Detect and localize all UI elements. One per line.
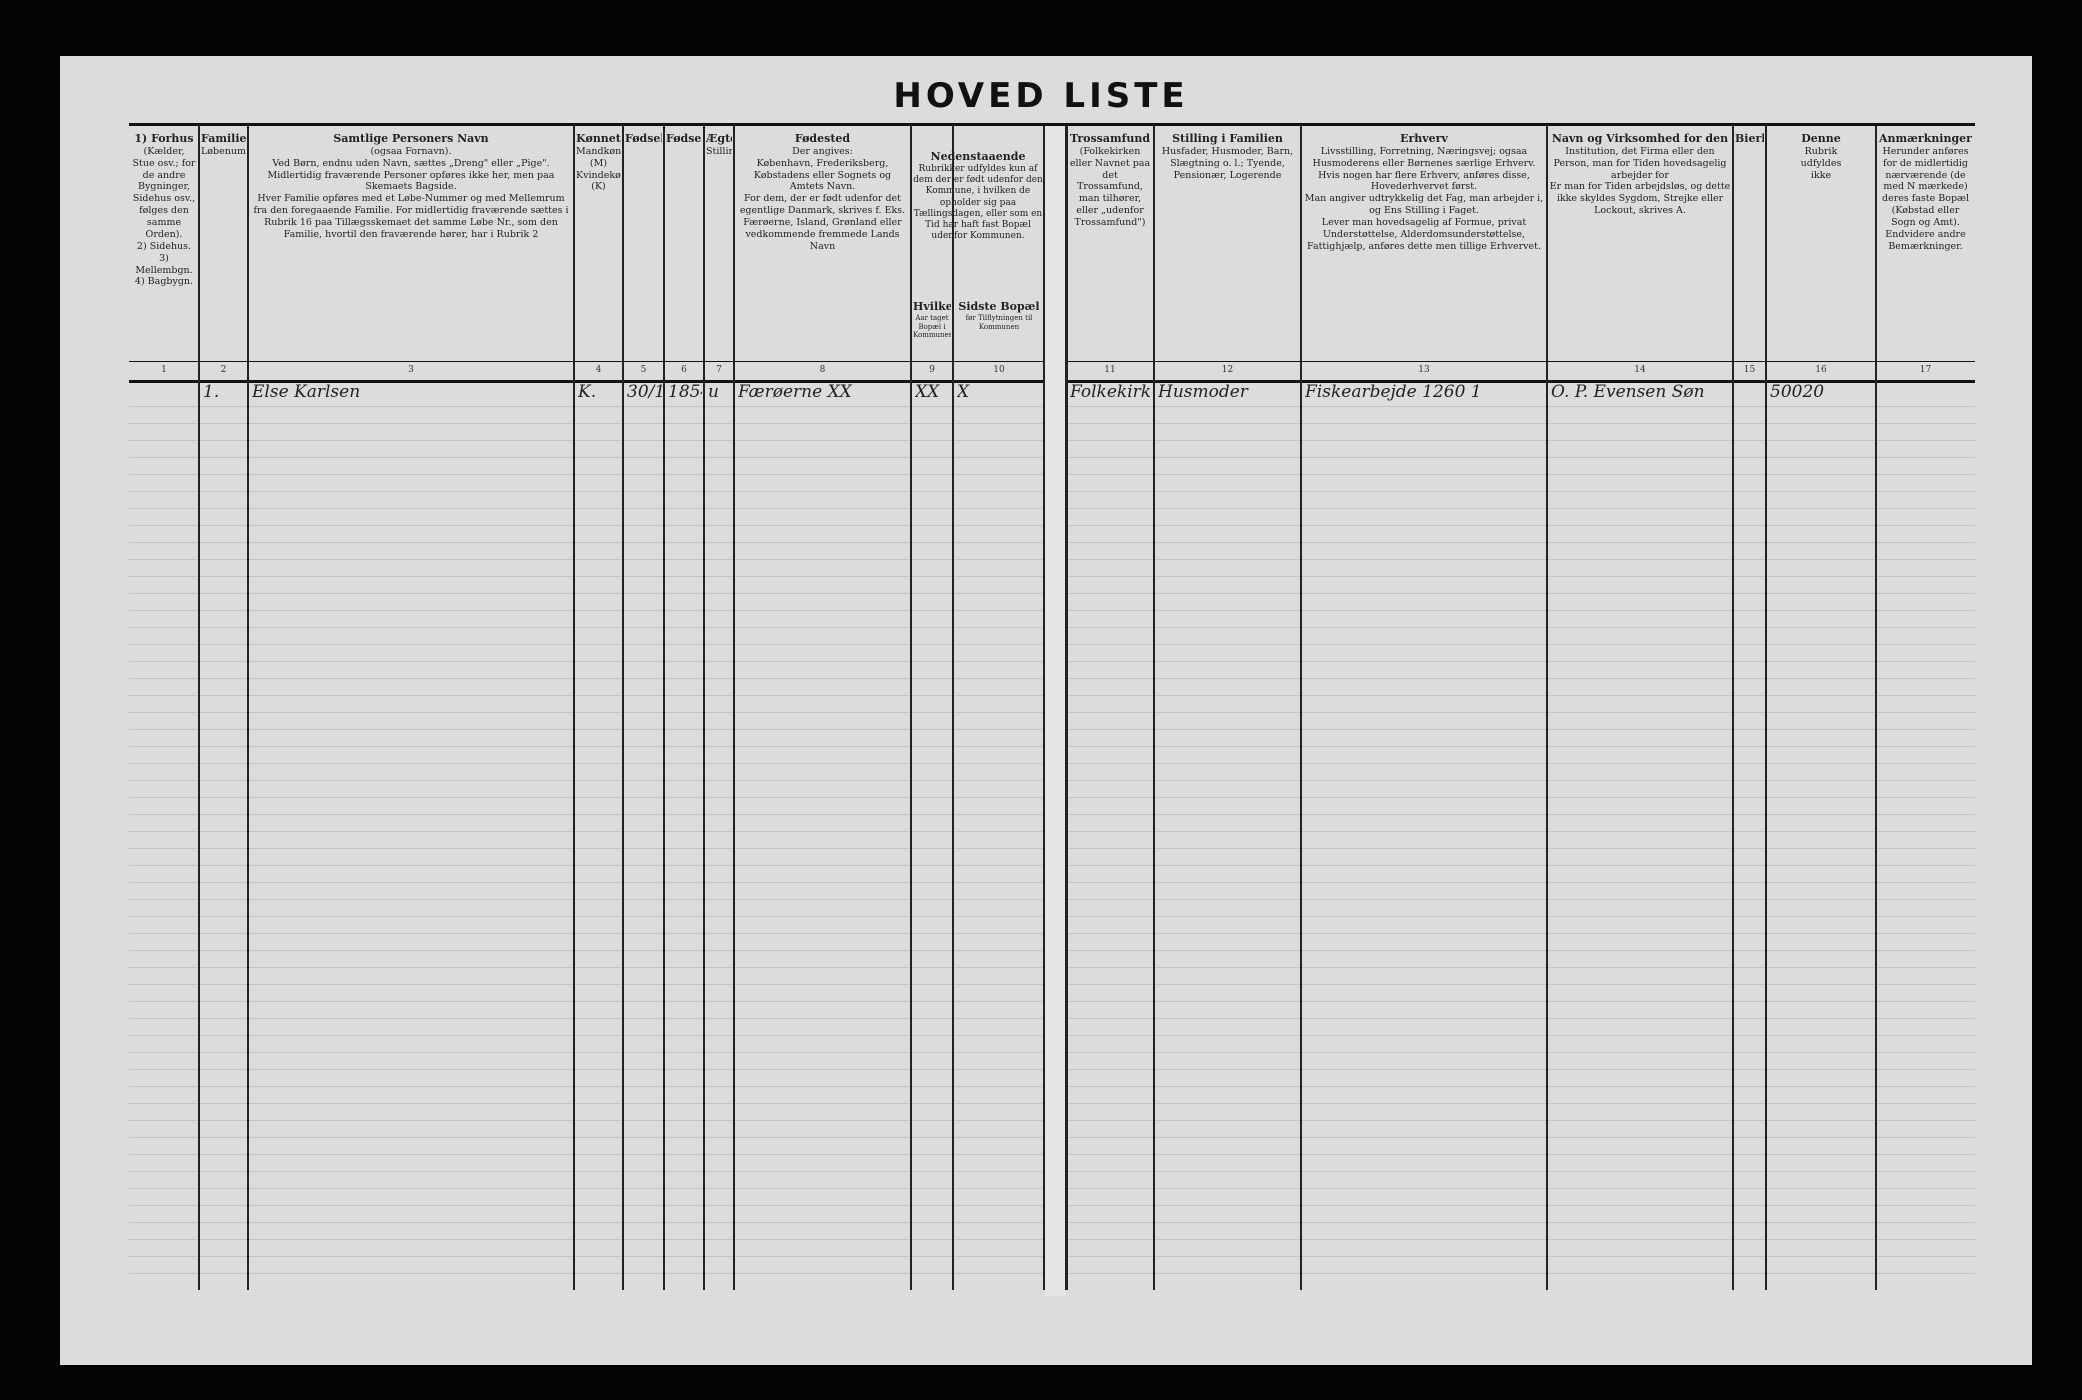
column-number: 13 xyxy=(1418,365,1430,375)
entry: O. P. Evensen Søn xyxy=(1551,382,1705,402)
column-number: 15 xyxy=(1743,365,1756,375)
column-number: 17 xyxy=(1919,365,1932,375)
column-line xyxy=(1765,126,1767,1290)
column-header: Trossamfund (Folkekirken eller Navnet pa… xyxy=(1069,132,1151,228)
entry: 50020 xyxy=(1770,382,1825,402)
entry: X xyxy=(957,382,970,402)
column-number: 10 xyxy=(993,365,1005,375)
entry: u xyxy=(708,382,719,402)
column-number: 1 xyxy=(161,365,167,375)
column-header: Ægteskabelig Stilling xyxy=(706,132,732,157)
column-line xyxy=(622,126,624,1290)
column-header: Fødselsdag xyxy=(625,132,662,145)
column-header: Stilling i Familien Husfader, Husmoder, … xyxy=(1161,132,1294,181)
entry: K. xyxy=(578,382,597,402)
column-number: 2 xyxy=(220,365,227,375)
column-line xyxy=(703,126,705,1290)
column-line xyxy=(247,126,249,1290)
column-line xyxy=(198,126,200,1290)
column-line xyxy=(1153,126,1155,1290)
column-header: Anmærkninger Herunder anføres for de mid… xyxy=(1879,132,1972,252)
column-line xyxy=(733,126,735,1290)
column-header: Samtlige Personers Navn (ogsaa Fornavn).… xyxy=(253,132,569,240)
column-number: 12 xyxy=(1221,365,1234,375)
column-line xyxy=(663,126,665,1290)
column-header: Fødselsaar xyxy=(666,132,702,145)
column-line xyxy=(1300,126,1302,1290)
column-line xyxy=(1875,126,1877,1290)
column-line xyxy=(1732,126,1734,1290)
column-header: Familiernes Løbenumre xyxy=(201,132,246,157)
column-line xyxy=(952,126,954,1290)
column-line xyxy=(1546,126,1548,1290)
column-number: 3 xyxy=(408,365,414,375)
column-header: Erhverv Livsstilling, Forretning, Næring… xyxy=(1304,132,1544,252)
entry: 1. xyxy=(203,382,220,402)
entry: 30/11 xyxy=(627,382,662,402)
entry: Husmoder xyxy=(1158,382,1248,402)
column-header: Navn og Virksomhed for den Institution, … xyxy=(1549,132,1731,217)
column-header: 1) Forhus (Kælder, Stue osv.; for de and… xyxy=(132,132,196,288)
fold-gap xyxy=(1045,126,1066,1296)
column-header: Kønnet Mandkøn (M) Kvindekøn (K) xyxy=(576,132,621,193)
column-line xyxy=(1043,126,1045,1290)
column-number: 6 xyxy=(681,365,687,375)
column-number: 11 xyxy=(1104,365,1116,375)
column-header: Denne Rubrik udfyldes ikke xyxy=(1800,132,1842,181)
column-header: Hvilket Aar taget Bopæl i Kommunen xyxy=(913,300,951,340)
column-number: 14 xyxy=(1634,365,1646,375)
column-header: Fødested Der angives: København, Frederi… xyxy=(739,132,906,252)
entry: Fiskearbejde 1260 1 xyxy=(1305,382,1482,402)
column-number: 7 xyxy=(716,365,722,375)
column-number: 16 xyxy=(1815,365,1827,375)
entry: Folkekirken xyxy=(1070,382,1152,402)
title: HOVED LISTE xyxy=(893,76,1189,116)
entry: XX xyxy=(915,382,940,402)
group-header: Nedenstaaende Rubrikker udfyldes kun af … xyxy=(913,150,1043,242)
entry: Færøerne XX xyxy=(738,382,852,402)
column-header: Bierhverv xyxy=(1735,132,1764,145)
entry: Else Karlsen xyxy=(252,382,361,402)
column-line xyxy=(1066,126,1068,1290)
column-number: 5 xyxy=(640,365,647,375)
column-number: 8 xyxy=(819,365,826,375)
column-number: 9 xyxy=(929,365,935,375)
column-line xyxy=(573,126,575,1290)
entry: 1854 xyxy=(668,382,702,402)
header-top-line xyxy=(129,123,1975,126)
column-header: Sidste Bopæl før Tilflytningen til Kommu… xyxy=(958,300,1040,331)
column-number: 4 xyxy=(595,365,602,375)
column-line xyxy=(910,126,912,1290)
